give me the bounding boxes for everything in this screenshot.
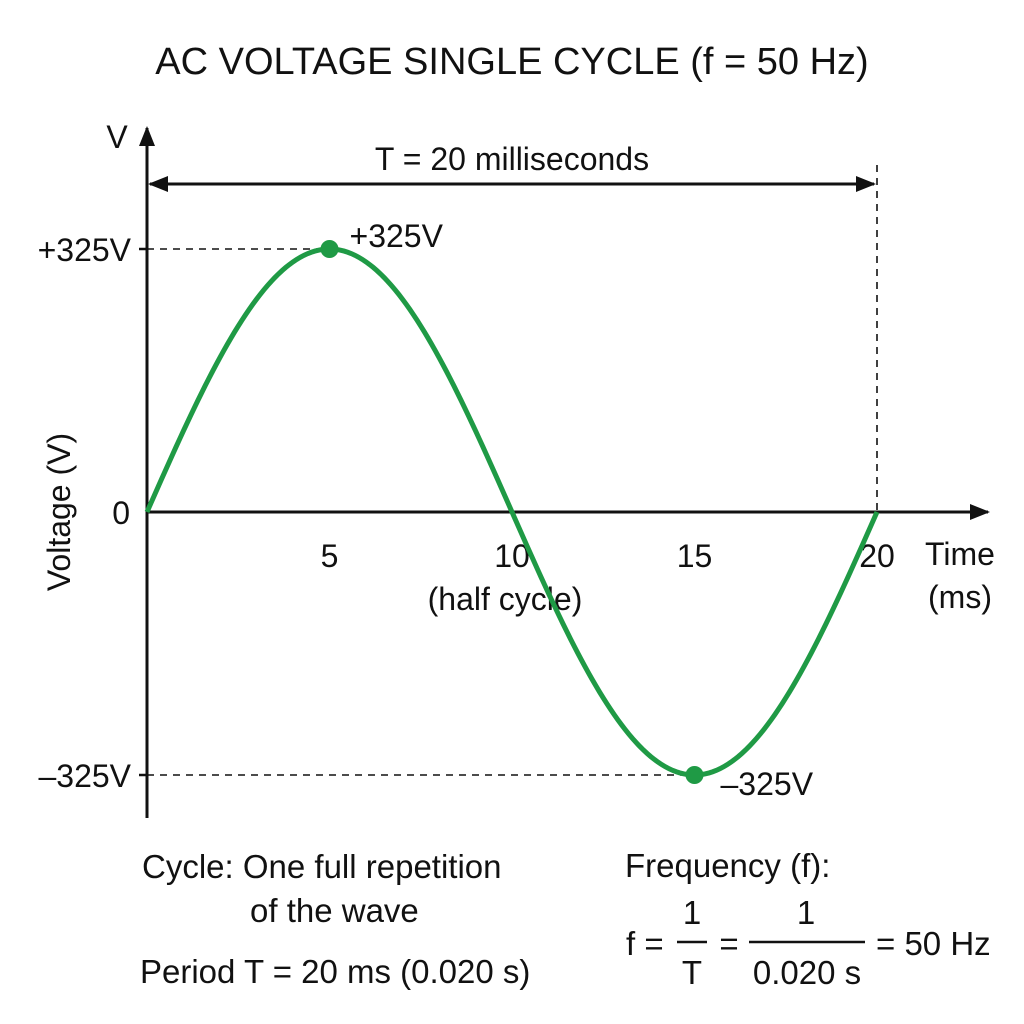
formula-result: = 50 Hz <box>876 925 991 962</box>
formula-frac2-numerator: 1 <box>797 894 815 931</box>
formula-frac2-denominator: 0.020 s <box>753 954 861 991</box>
x-tick-labels: 5 10 15 20 <box>321 538 895 574</box>
cycle-definition-line1: Cycle: One full repetition <box>142 848 502 885</box>
formula-frac1-denominator: T <box>682 954 702 991</box>
formula-frac1-numerator: 1 <box>683 894 701 931</box>
cycle-definition-line2: of the wave <box>250 892 419 929</box>
frequency-heading: Frequency (f): <box>625 847 830 884</box>
peak-point-1 <box>320 240 339 258</box>
period-label: T = 20 milliseconds <box>375 141 649 177</box>
formula-f-prefix: f = <box>626 925 664 962</box>
peak-points: +325V –325V <box>320 218 814 802</box>
formula-equals: = <box>719 925 738 962</box>
chart-title: AC VOLTAGE SINGLE CYCLE (f = 50 Hz) <box>155 41 868 83</box>
y-tick-label-1: +325V <box>38 232 132 268</box>
y-tick-labels: +325V 0 –325V <box>38 232 147 794</box>
guide-lines <box>147 165 878 776</box>
period-definition: Period T = 20 ms (0.020 s) <box>140 953 530 990</box>
x-axis-label-line1: Time <box>925 536 995 572</box>
x-tick-label-15: 15 <box>677 538 713 574</box>
y-axis-symbol: V <box>106 119 128 155</box>
peak-label-1: +325V <box>350 218 444 254</box>
peak-label-2: –325V <box>721 766 814 802</box>
x-tick-label-5: 5 <box>321 538 339 574</box>
y-tick-label-2: 0 <box>112 495 130 531</box>
y-tick-label-3: –325V <box>38 758 131 794</box>
voltage-wave-line <box>144 246 880 778</box>
y-axis-label: Voltage (V) <box>41 433 77 591</box>
peak-point-2 <box>685 766 704 784</box>
x-axis-label-line2: (ms) <box>928 579 992 615</box>
